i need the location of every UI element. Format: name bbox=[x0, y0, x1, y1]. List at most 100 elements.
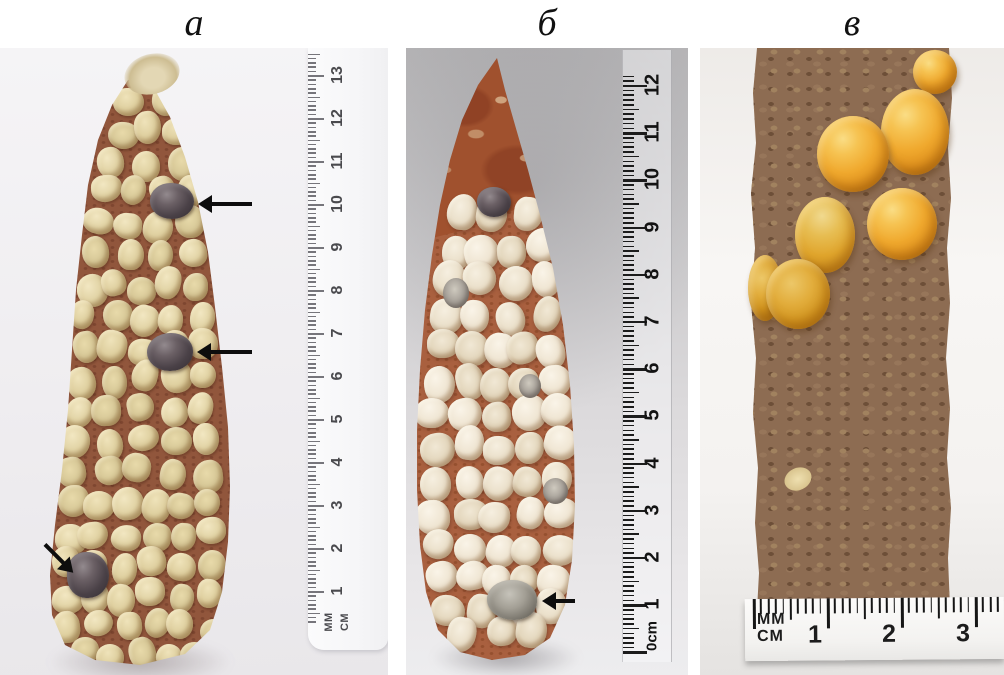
kernel bbox=[194, 515, 228, 546]
ruler-tick bbox=[308, 603, 316, 606]
ruler-tick bbox=[308, 234, 316, 236]
ruler-tick bbox=[623, 165, 634, 167]
orange-kernel bbox=[867, 188, 937, 260]
gray-kernel bbox=[543, 478, 568, 504]
ruler-tick bbox=[308, 496, 316, 499]
ruler-tick bbox=[308, 191, 316, 193]
kernel bbox=[525, 226, 560, 263]
ruler-tick bbox=[308, 530, 316, 533]
ruler-tick bbox=[308, 307, 316, 309]
ruler-tick bbox=[623, 377, 634, 380]
ruler-tick bbox=[308, 341, 316, 344]
kernel bbox=[514, 494, 548, 532]
ruler-number: 10 bbox=[329, 195, 346, 213]
ruler-tick bbox=[308, 247, 324, 250]
ruler-tick bbox=[623, 585, 634, 587]
ruler-tick bbox=[623, 368, 647, 371]
ruler-number: 6 bbox=[329, 371, 346, 381]
kernel bbox=[515, 432, 545, 464]
ruler-tick bbox=[623, 434, 634, 436]
ruler-tick bbox=[623, 254, 634, 257]
ruler-tick bbox=[623, 118, 634, 120]
ruler-tick bbox=[623, 316, 634, 318]
ruler-tick bbox=[308, 573, 316, 576]
ruler-tick bbox=[308, 380, 316, 382]
kernel bbox=[93, 326, 130, 366]
ruler-tick bbox=[623, 401, 634, 403]
ruler-tick bbox=[308, 186, 316, 189]
ruler-tick bbox=[623, 524, 634, 526]
ruler-tick bbox=[308, 444, 316, 447]
ruler-tick bbox=[623, 420, 634, 422]
ruler-tick bbox=[308, 178, 316, 180]
gray-kernel bbox=[443, 278, 469, 308]
ruler-tick bbox=[308, 264, 316, 266]
kernel bbox=[182, 272, 208, 301]
kernel bbox=[157, 457, 189, 492]
ruler-tick bbox=[623, 443, 634, 446]
ruler-tick bbox=[623, 297, 639, 300]
ruler-tick bbox=[308, 251, 316, 253]
orange-kernel bbox=[817, 116, 889, 192]
orange-kernel bbox=[913, 50, 957, 94]
ruler-tick bbox=[308, 599, 316, 602]
ruler-tick bbox=[623, 476, 634, 479]
ruler-tick bbox=[308, 135, 316, 137]
kernel bbox=[125, 421, 162, 455]
ruler-tick bbox=[308, 414, 316, 417]
kernel bbox=[512, 195, 545, 233]
ruler-tick bbox=[308, 285, 316, 288]
ruler-tick bbox=[623, 439, 639, 441]
ruler-tick bbox=[623, 500, 634, 503]
ruler-tick bbox=[308, 79, 316, 81]
ruler-tick bbox=[623, 575, 634, 578]
ruler-tick bbox=[308, 543, 316, 546]
ruler-number: 11 bbox=[329, 152, 346, 170]
ruler-tick bbox=[922, 597, 925, 613]
kernel bbox=[55, 421, 93, 461]
ruler-tick bbox=[848, 598, 851, 614]
ruler-tick bbox=[308, 118, 324, 121]
ruler-tick bbox=[623, 212, 634, 215]
ruler-tick bbox=[308, 621, 316, 623]
ruler-tick bbox=[308, 199, 316, 202]
ruler-tick bbox=[623, 566, 634, 569]
ruler-tick bbox=[893, 597, 896, 613]
ruler-tick bbox=[996, 596, 999, 612]
kernel bbox=[126, 276, 157, 306]
ruler-tick bbox=[308, 410, 316, 413]
ruler-tick bbox=[308, 100, 316, 103]
ruler-tick bbox=[623, 519, 634, 521]
kernel bbox=[538, 390, 575, 430]
ruler-tick bbox=[871, 598, 874, 614]
kernel bbox=[79, 234, 110, 270]
kernel bbox=[530, 293, 565, 334]
ruler-tick bbox=[308, 208, 316, 210]
kernel bbox=[162, 118, 194, 145]
ruler-tick bbox=[782, 598, 785, 614]
ruler-tick bbox=[623, 264, 634, 267]
ruler-number: 2 bbox=[329, 543, 346, 553]
ruler-tick bbox=[623, 141, 634, 144]
ruler-tick bbox=[900, 597, 904, 628]
ruler-tick bbox=[308, 616, 316, 619]
ruler-tick bbox=[915, 597, 918, 613]
ruler-tick bbox=[826, 598, 830, 629]
ruler-tick bbox=[804, 598, 807, 614]
ruler-tick bbox=[308, 560, 316, 563]
ruler-tick bbox=[308, 212, 316, 215]
ruler-number: 4 bbox=[641, 457, 664, 469]
ruler-tick bbox=[308, 324, 316, 327]
ruler-tick bbox=[308, 612, 320, 615]
ruler-tick bbox=[623, 462, 647, 465]
ruler-tick bbox=[623, 627, 639, 630]
ruler-tick bbox=[308, 290, 324, 293]
ruler-tick bbox=[623, 231, 634, 233]
ruler-tick bbox=[308, 161, 324, 164]
ruler-tick bbox=[623, 151, 634, 153]
kernel bbox=[195, 578, 223, 610]
ruler-tick bbox=[623, 604, 647, 607]
ruler-unit-cm: CM bbox=[756, 627, 785, 646]
ruler-number: 13 bbox=[329, 66, 346, 84]
